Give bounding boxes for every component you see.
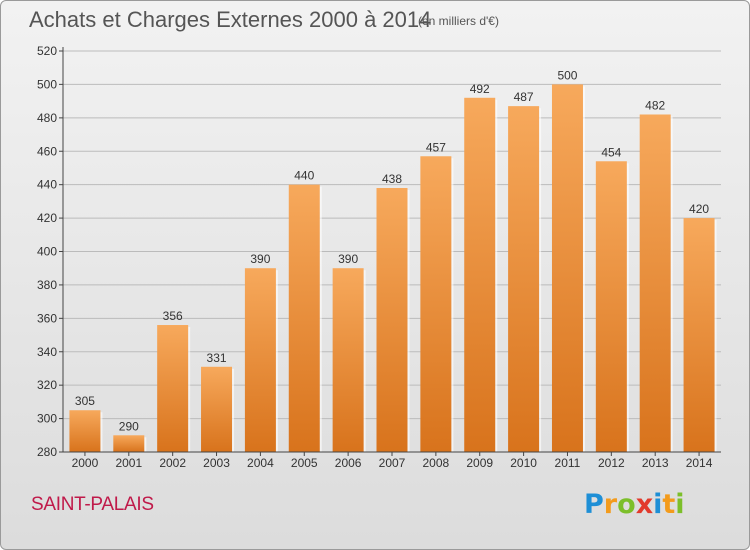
bar <box>69 410 101 452</box>
bars: 305 290 356 331 390 440 390 438 457 492 487 500 454 4… <box>69 68 717 453</box>
bar <box>288 184 320 452</box>
x-tick-label: 2002 <box>159 456 186 470</box>
commune-name: SAINT-PALAIS <box>31 494 154 515</box>
y-tick-label: 340 <box>37 345 57 359</box>
x-tick-label: 2012 <box>598 456 625 470</box>
axes: 280 300 320 340 360 380 400 420 440 460 480 500 520 2… <box>37 44 721 470</box>
bar-value-label: 390 <box>338 252 358 266</box>
x-tick-label: 2003 <box>203 456 230 470</box>
y-tick-label: 440 <box>37 178 57 192</box>
bar <box>683 218 715 452</box>
bar <box>551 84 583 453</box>
bar-value-label: 482 <box>645 98 665 112</box>
x-tick-label: 2013 <box>642 456 669 470</box>
bar <box>639 114 671 452</box>
y-tick-label: 460 <box>37 144 57 158</box>
y-tick-label: 520 <box>37 44 57 58</box>
bar-value-label: 457 <box>426 140 446 154</box>
x-tick-label: 2000 <box>72 456 99 470</box>
x-tick-label: 2006 <box>335 456 362 470</box>
bar-value-label: 331 <box>207 351 227 365</box>
bar <box>595 161 627 452</box>
x-tick-label: 2011 <box>555 456 581 470</box>
y-tick-label: 420 <box>37 211 57 225</box>
y-tick-label: 280 <box>37 445 57 459</box>
y-tick-label: 400 <box>37 245 57 259</box>
bar <box>464 97 496 453</box>
bar <box>376 188 408 452</box>
x-tick-label: 2008 <box>423 456 450 470</box>
x-tick-label: 2005 <box>291 456 318 470</box>
bar-value-label: 438 <box>382 172 402 186</box>
y-tick-label: 320 <box>37 378 57 392</box>
bar-value-label: 454 <box>601 145 621 159</box>
bar-value-label: 305 <box>75 394 95 408</box>
y-tick-label: 360 <box>37 311 57 325</box>
bar-value-label: 487 <box>514 90 534 104</box>
x-tick-label: 2001 <box>115 456 142 470</box>
x-tick-label: 2004 <box>247 456 274 470</box>
bar <box>244 268 276 452</box>
bar-value-label: 290 <box>119 419 139 433</box>
bar <box>201 366 233 452</box>
bar <box>332 268 364 452</box>
chart-unit: (en milliers d'€) <box>418 14 499 28</box>
y-tick-label: 380 <box>37 278 57 292</box>
x-tick-label: 2010 <box>510 456 537 470</box>
bar-value-label: 420 <box>689 202 709 216</box>
bar-value-label: 356 <box>163 309 183 323</box>
y-tick-label: 480 <box>37 111 57 125</box>
bar-value-label: 500 <box>557 68 577 82</box>
proxiti-logo: Proxiti <box>584 489 685 520</box>
y-tick-label: 300 <box>37 412 57 426</box>
bar <box>420 156 452 452</box>
bar-value-label: 492 <box>470 82 490 96</box>
x-tick-label: 2009 <box>466 456 493 470</box>
bar <box>113 435 145 452</box>
bar-value-label: 390 <box>250 252 270 266</box>
bar-value-label: 440 <box>294 169 314 183</box>
bar <box>157 325 189 452</box>
x-tick-label: 2014 <box>686 456 713 470</box>
x-tick-label: 2007 <box>379 456 406 470</box>
bar <box>508 106 540 452</box>
y-tick-label: 500 <box>37 77 57 91</box>
chart-title: Achats et Charges Externes 2000 à 2014 <box>29 7 432 32</box>
